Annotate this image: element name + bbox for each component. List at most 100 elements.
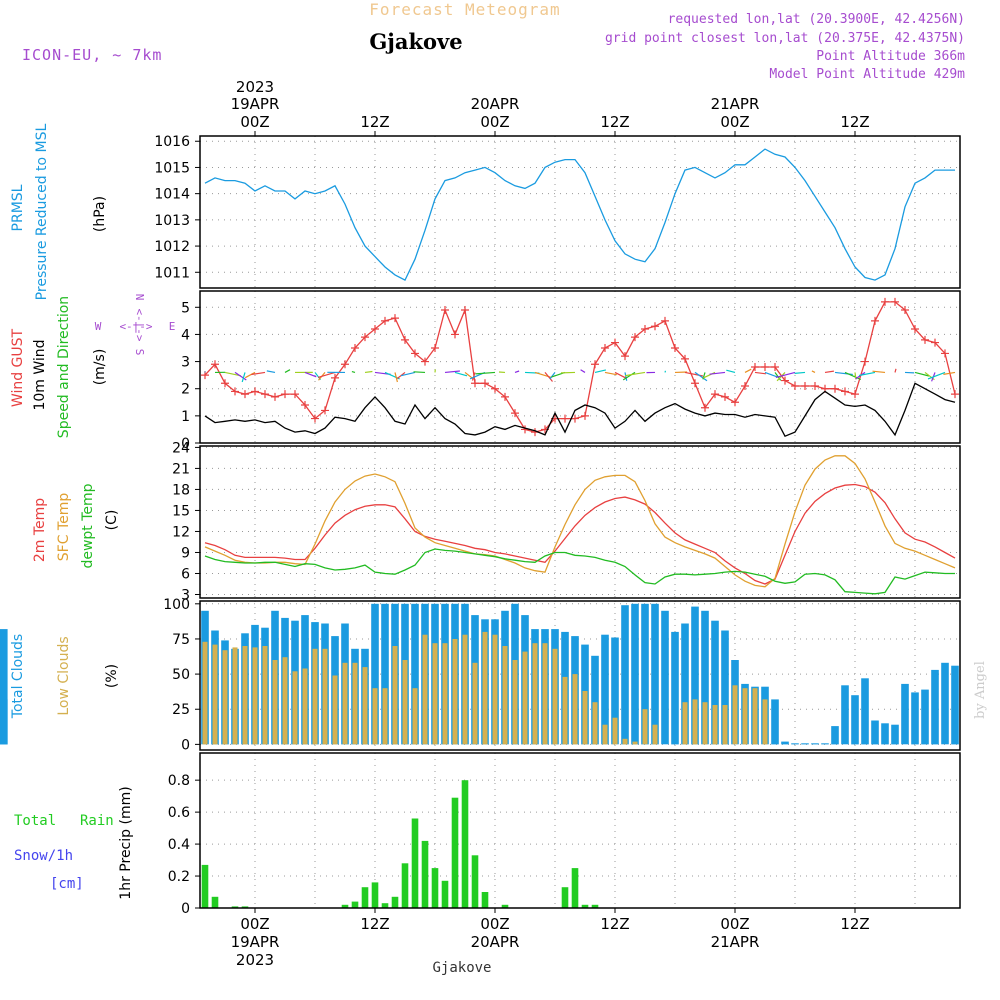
wind-direction-arrow — [844, 371, 862, 381]
gust-marker — [691, 379, 699, 388]
sfc-label: SFC Temp — [56, 493, 72, 562]
low-cloud-bar — [432, 643, 438, 745]
total-cloud-bar — [721, 630, 729, 745]
wind-direction-arrow — [471, 372, 476, 381]
wind-direction-arrow — [624, 371, 646, 377]
total-cloud-bar — [411, 603, 419, 745]
wind-frame — [199, 290, 961, 444]
gust-marker — [811, 382, 819, 390]
total-cloud-bar — [771, 699, 779, 745]
wind-direction-arrow — [544, 372, 553, 382]
low-cloud-bar — [342, 662, 348, 745]
low-cloud-bar — [302, 668, 308, 745]
gust-marker — [681, 354, 689, 363]
top-time-label: 12Z — [840, 113, 869, 131]
wind-series-10m-wind — [204, 382, 956, 438]
temp-units: (C) — [104, 510, 120, 531]
low-cloud-bar — [372, 688, 378, 745]
precip-snow-label: Snow/1h — [14, 848, 73, 864]
total-cloud-bar — [811, 743, 819, 745]
wind-direction-arrow — [702, 372, 706, 380]
pressure-series-line — [204, 148, 955, 281]
rain-bar — [431, 868, 439, 908]
wind-ytick-label: 0 — [181, 436, 190, 452]
low-cloud-bar — [242, 646, 248, 745]
compass-arrows-v: <-|-> — [133, 308, 146, 341]
bottom-year-label: 2023 — [236, 951, 274, 969]
precip-axis-label: 1hr Precip (mm) — [118, 786, 134, 899]
total-cloud-bar — [781, 741, 789, 745]
wind-direction-arrow — [475, 371, 496, 375]
precip-ytick-label: 0.6 — [168, 805, 190, 821]
wind-direction-arrow — [444, 370, 460, 374]
low-cloud-bar — [482, 631, 488, 745]
wind-direction-arrow — [284, 369, 291, 373]
gust-marker — [671, 344, 679, 352]
total-cloud-bar — [791, 743, 799, 745]
plot-layer: 1011101210131014101510160123453691215182… — [0, 78, 961, 969]
gust-marker — [481, 379, 489, 388]
total-cloud-bar — [621, 605, 629, 745]
low-cloud-bar — [722, 705, 728, 745]
wind-direction-arrow — [914, 371, 930, 377]
gust-marker — [911, 325, 919, 333]
wind-direction-arrow — [304, 371, 317, 378]
low-cloud-bar — [512, 660, 518, 745]
precip-ytick-label: 0.8 — [168, 773, 190, 789]
low-cloud-bar — [442, 643, 448, 745]
total-cloud-bar — [371, 603, 379, 745]
wind-direction-arrow — [549, 372, 556, 380]
gust-marker — [471, 379, 479, 388]
gust-marker — [311, 414, 319, 423]
total-cloud-bar — [631, 603, 639, 745]
total-cloud-bar — [901, 683, 909, 745]
precip-ytick-label: 0.4 — [168, 837, 190, 853]
low-cloud-bar — [492, 634, 498, 745]
gust-marker — [651, 322, 659, 331]
gust-marker — [561, 414, 569, 423]
low-cloud-bar — [262, 646, 268, 745]
low-cloud-bar — [552, 648, 558, 745]
gust-marker — [731, 398, 739, 407]
low-cloud-bar — [592, 702, 598, 745]
gust-marker — [201, 371, 209, 380]
total-cloud-bar — [381, 603, 389, 745]
gust-marker — [451, 330, 459, 339]
low-cloud-bar — [702, 702, 708, 745]
rain-bar — [231, 906, 239, 908]
total-cloud-bar — [591, 655, 599, 745]
total-cloud-bar — [841, 685, 849, 745]
gust-marker — [771, 363, 779, 371]
total-cloud-bar — [691, 606, 699, 745]
gust-marker — [581, 411, 589, 420]
top-year-label: 2023 — [236, 78, 274, 96]
gust-marker — [841, 387, 849, 396]
top-time-label: 12Z — [360, 113, 389, 131]
temperature-ytick-label: 6 — [181, 566, 190, 582]
low-cloud-bar — [272, 660, 278, 745]
gust-marker — [571, 414, 579, 423]
temperature-ytick-label: 9 — [181, 545, 190, 561]
gust-marker — [781, 376, 789, 385]
temperature-series-dewpt-temp — [204, 548, 955, 595]
low-cloud-bar — [422, 634, 428, 745]
wind-direction-arrow — [622, 371, 636, 381]
precip-total-label: Total — [14, 813, 56, 829]
gust-marker — [511, 409, 519, 418]
wind-direction-arrow — [694, 371, 708, 382]
rain-bar — [561, 887, 569, 908]
total-cloud-bar — [851, 695, 859, 745]
gust-marker — [221, 379, 229, 388]
low-cloud-bar — [732, 685, 738, 745]
gust-marker — [611, 338, 619, 347]
gust-marker — [951, 390, 959, 399]
pressure-ytick-label: 1013 — [154, 213, 190, 229]
gust-marker — [441, 306, 449, 314]
gust-marker — [591, 360, 599, 369]
gust-marker — [291, 390, 299, 399]
total-cloud-bar — [651, 603, 659, 745]
subtitle: Forecast Meteogram — [369, 0, 560, 19]
compass-s: S — [133, 349, 146, 356]
gust-marker — [711, 390, 719, 399]
low-cloud-bar — [252, 647, 258, 745]
